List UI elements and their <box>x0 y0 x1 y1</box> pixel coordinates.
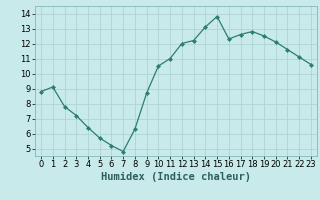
X-axis label: Humidex (Indice chaleur): Humidex (Indice chaleur) <box>101 172 251 182</box>
